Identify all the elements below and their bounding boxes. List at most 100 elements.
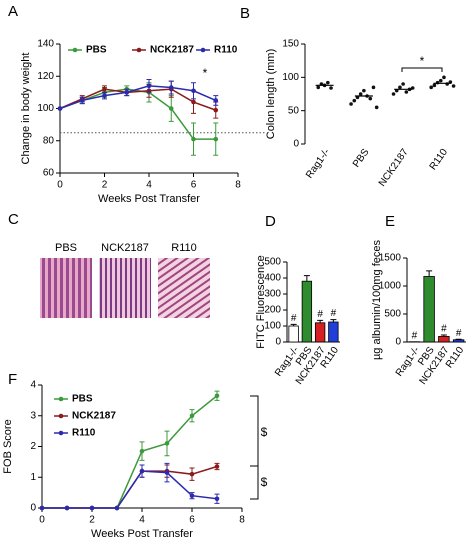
marker	[124, 90, 130, 95]
x-tick-label: PBS	[351, 147, 372, 170]
y-tick-label: 150	[282, 39, 299, 50]
bar	[328, 321, 339, 343]
y-tick-label: 100	[282, 72, 299, 83]
y-tick-label: 500	[264, 257, 281, 268]
marker	[191, 99, 196, 105]
y-tick-label: 100	[264, 321, 281, 332]
marker	[102, 86, 107, 92]
error-bar	[440, 334, 447, 337]
legend-label: PBS	[86, 45, 107, 56]
marker	[39, 505, 45, 511]
marker	[139, 448, 145, 454]
marker	[102, 93, 107, 98]
legend-marker	[58, 430, 64, 436]
x-tick-label: 4	[146, 180, 152, 191]
bar	[452, 339, 465, 343]
point	[326, 80, 330, 85]
legend-marker	[200, 47, 206, 53]
error-bar	[317, 319, 324, 323]
x-tick-label: 2	[102, 180, 108, 191]
x-axis-label: Weeks Post Transfer	[91, 528, 193, 540]
series-line	[59, 88, 216, 140]
image-label: NCK2187	[101, 242, 149, 254]
error-bar	[330, 319, 337, 322]
y-tick-label: 2	[30, 441, 36, 452]
marker	[213, 136, 219, 142]
y-tick-label: 0	[395, 337, 401, 348]
marker	[191, 88, 196, 94]
y-tick-label: 1	[30, 472, 36, 483]
x-tick-label: 2	[89, 515, 95, 526]
legend-label: NCK2187	[150, 45, 194, 56]
panel-letter: A	[8, 3, 18, 20]
point	[358, 92, 363, 96]
bar	[288, 325, 299, 343]
x-tick-label: 0	[39, 515, 45, 526]
y-tick-label: 60	[43, 168, 55, 179]
y-axis-label: Colon length (mm)	[265, 49, 277, 139]
series-line	[42, 470, 218, 509]
y-tick-label: 500	[384, 309, 401, 320]
y-tick-label: 4	[30, 380, 36, 391]
legend-marker	[58, 396, 64, 402]
bar-label: #	[441, 324, 447, 335]
bar	[301, 280, 313, 343]
point	[429, 85, 433, 90]
x-tick-label: 0	[57, 180, 63, 191]
image-label: R110	[171, 242, 196, 254]
y-tick-label: 300	[264, 289, 281, 300]
marker	[214, 496, 220, 502]
marker	[168, 85, 174, 90]
significance-bracket	[250, 395, 259, 500]
histology-image	[99, 258, 151, 318]
point	[404, 90, 409, 94]
bar-label: #	[331, 308, 337, 319]
y-tick-label: 100	[37, 103, 54, 114]
panel-letter: E	[385, 213, 395, 230]
marker	[146, 83, 152, 89]
y-tick-label: 0	[30, 503, 36, 514]
marker	[189, 471, 195, 477]
marker	[189, 413, 195, 419]
x-tick-label: R110	[428, 147, 451, 173]
y-axis-label: Change in body weight	[20, 53, 32, 165]
marker	[164, 441, 170, 446]
marker	[79, 98, 85, 103]
marker	[191, 136, 196, 142]
point	[329, 86, 333, 90]
marker	[189, 493, 195, 499]
y-tick-label: 1000	[379, 281, 402, 292]
y-tick-label: 80	[43, 135, 55, 146]
marker	[139, 468, 145, 474]
legend-marker	[136, 47, 142, 53]
x-tick-label: 6	[191, 180, 197, 191]
annotation: $	[261, 475, 268, 489]
series-line	[59, 88, 217, 111]
point	[362, 88, 366, 93]
x-tick-label: 6	[189, 515, 195, 526]
y-tick-label: 400	[264, 273, 281, 284]
marker	[114, 505, 120, 511]
x-tick-label: 8	[239, 515, 245, 526]
y-tick-label: 3	[30, 410, 36, 421]
y-axis-label: FOB Score	[2, 419, 14, 473]
bar-label: #	[412, 330, 418, 341]
marker	[213, 107, 219, 113]
point	[401, 82, 405, 86]
marker	[214, 393, 220, 399]
point	[316, 85, 321, 90]
marker	[213, 98, 219, 103]
point	[432, 83, 437, 88]
y-axis-label: µg albumin/100mg feces	[371, 239, 383, 360]
panel-letter: F	[8, 371, 17, 388]
bar	[314, 322, 326, 343]
annotation: *	[420, 54, 425, 68]
point	[442, 75, 446, 80]
x-tick-label: 8	[235, 180, 241, 191]
error-bar	[303, 275, 310, 282]
error-bar	[426, 270, 433, 277]
marker	[64, 505, 70, 511]
bar	[423, 276, 435, 343]
point	[438, 78, 443, 83]
